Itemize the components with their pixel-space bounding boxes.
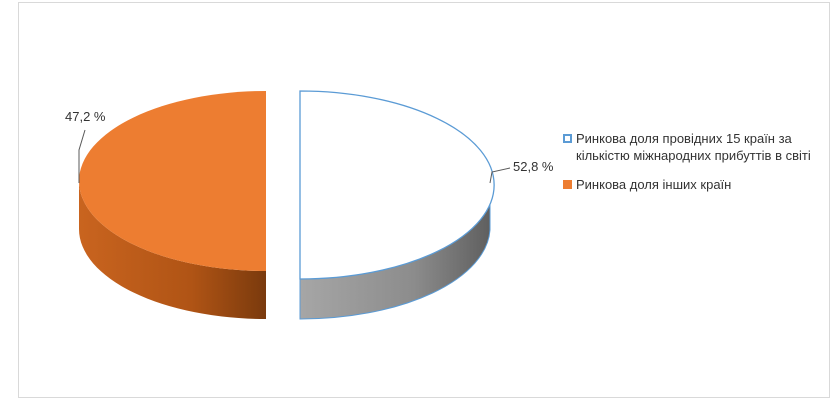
legend: Ринкова доля провідних 15 країн за кільк… [563, 130, 813, 205]
leader-line-other [78, 129, 86, 183]
legend-swatch-leading [563, 134, 572, 143]
pie-slice-side-other [79, 181, 266, 319]
leader-line-leading [489, 167, 511, 184]
pie-slice-leading [299, 90, 495, 280]
legend-swatch-other [563, 180, 572, 189]
legend-label-other: Ринкова доля інших країн [576, 177, 732, 192]
data-label-other: 47,2 % [65, 109, 106, 124]
data-label-leading: 52,8 % [513, 159, 554, 174]
legend-item-other: Ринкова доля інших країн [563, 176, 813, 193]
legend-label-leading: Ринкова доля провідних 15 країн за кільк… [576, 131, 811, 163]
pie-slice-other [79, 91, 266, 271]
legend-item-leading: Ринкова доля провідних 15 країн за кільк… [563, 130, 813, 164]
